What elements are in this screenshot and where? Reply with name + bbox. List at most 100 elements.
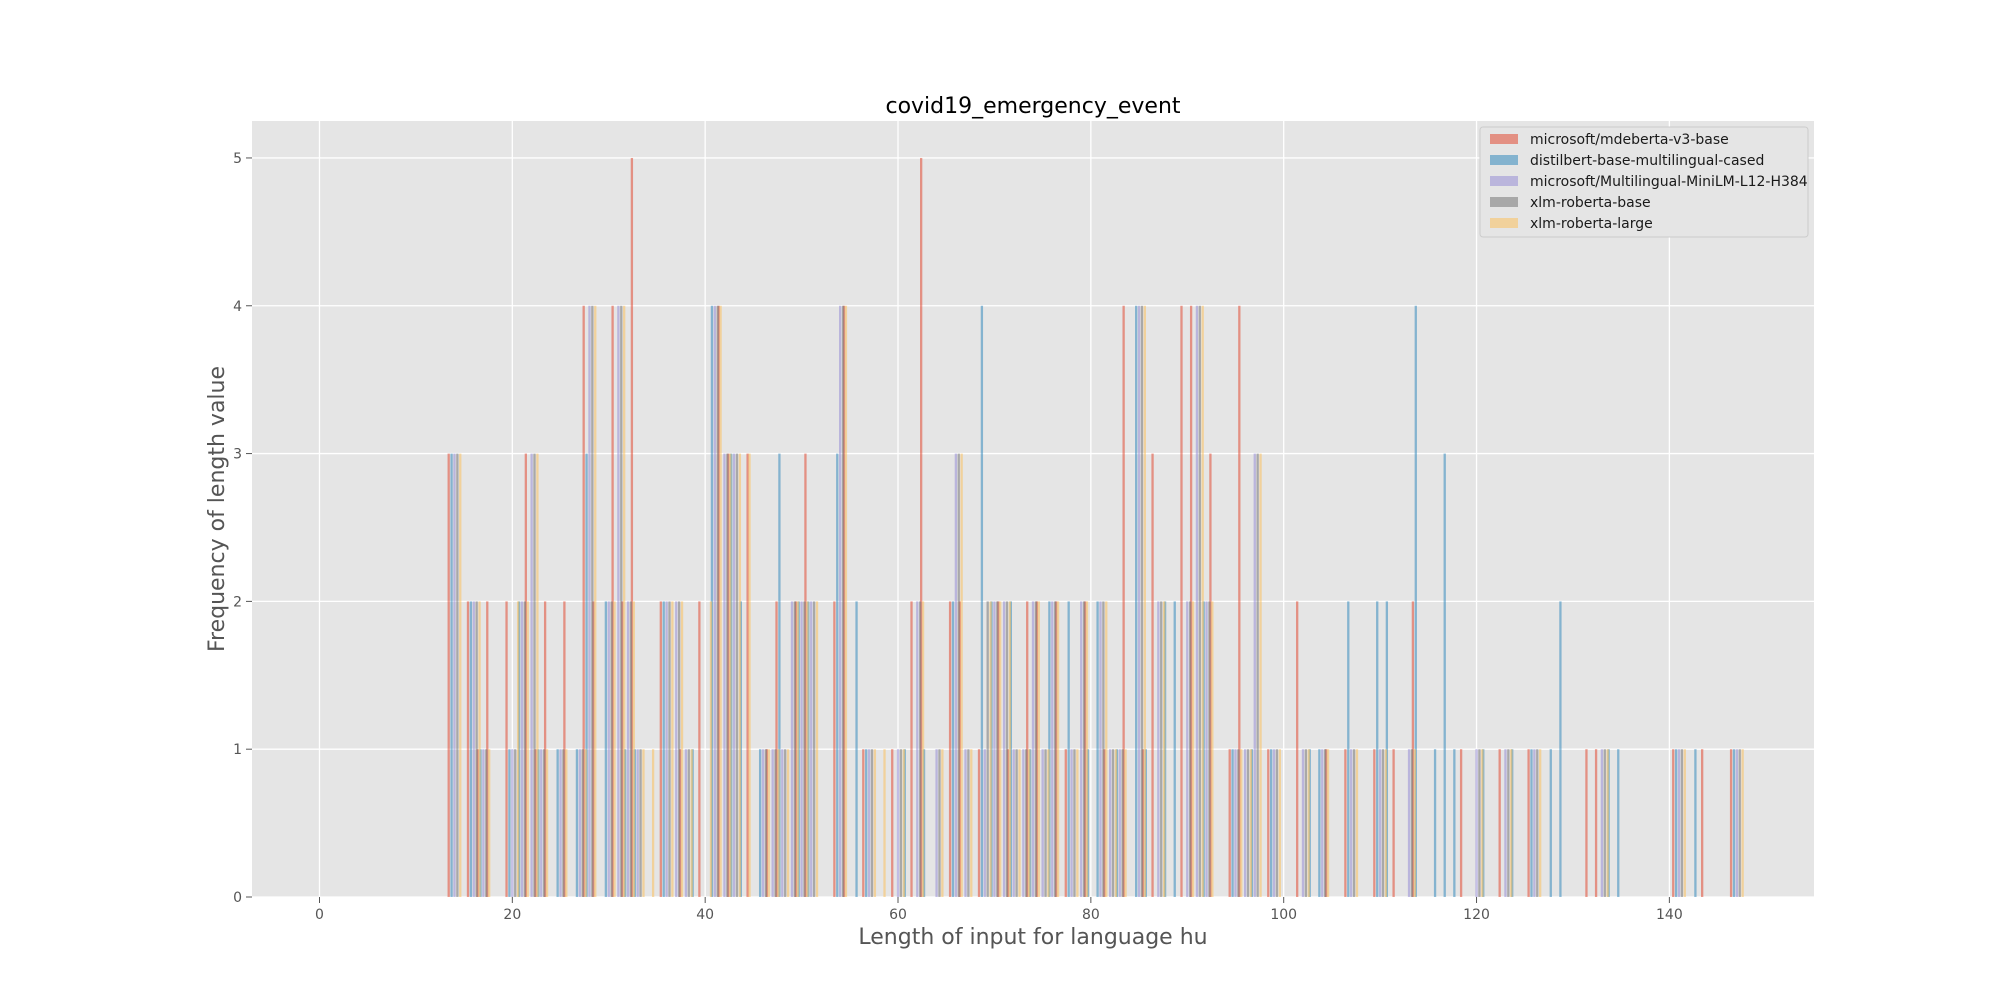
bar (1111, 749, 1115, 897)
bar (642, 749, 645, 897)
bar (1378, 749, 1382, 897)
bar (1278, 749, 1281, 897)
bar (1392, 749, 1395, 897)
bar (713, 305, 716, 897)
bar (1410, 749, 1414, 897)
bar (1606, 749, 1609, 897)
bar (620, 305, 623, 897)
bar (1414, 305, 1417, 897)
bar (729, 453, 732, 897)
bar (1350, 749, 1353, 897)
bar (1005, 601, 1009, 897)
bar (1533, 749, 1536, 897)
bar (916, 601, 919, 897)
x-axis-label: Length of input for language hu (858, 925, 1207, 950)
bar (582, 305, 585, 897)
bar (514, 749, 517, 897)
legend-label: xlm-roberta-base (1530, 195, 1651, 211)
y-tick-label: 2 (233, 594, 242, 610)
bar (935, 749, 938, 897)
bar (459, 453, 462, 897)
bar (1162, 601, 1166, 897)
bar (511, 749, 514, 897)
bar (1073, 749, 1076, 897)
bar (677, 601, 681, 897)
bar (1231, 749, 1234, 897)
x-tick-label: 40 (696, 907, 714, 923)
bar (896, 749, 900, 897)
bar (447, 453, 450, 897)
bar (1536, 749, 1539, 897)
bar (954, 453, 958, 897)
bar (485, 749, 488, 897)
y-tick-label: 5 (233, 151, 242, 167)
bar (839, 305, 842, 897)
bar (986, 601, 989, 897)
bar (466, 601, 470, 897)
bar (778, 453, 781, 897)
bar (545, 749, 549, 897)
chart-title: covid19_emergency_event (885, 94, 1180, 119)
bar (716, 305, 719, 897)
bar (1186, 601, 1189, 897)
bar (542, 749, 546, 897)
bar (575, 749, 579, 897)
bar (1677, 749, 1681, 897)
bar (472, 601, 475, 897)
bar (1160, 601, 1163, 897)
legend-label: distilbert-base-multilingual-cased (1530, 153, 1764, 169)
bar (594, 305, 597, 897)
bar (910, 601, 913, 897)
bar (1015, 749, 1018, 897)
bar (964, 749, 967, 897)
bar (1022, 749, 1025, 897)
bar (812, 601, 816, 897)
legend-swatch (1490, 134, 1518, 144)
bar (629, 601, 633, 897)
legend-frame (1479, 126, 1809, 238)
bar (1243, 749, 1247, 897)
bar (530, 453, 533, 897)
bar (632, 601, 635, 897)
bar (1672, 749, 1675, 897)
bar (1234, 749, 1237, 897)
bar (767, 749, 770, 897)
bar (469, 601, 473, 897)
bar (651, 749, 655, 897)
bar (951, 601, 955, 897)
bar (1047, 749, 1050, 897)
bar (1267, 749, 1270, 897)
bar (758, 749, 762, 897)
bar (675, 601, 678, 897)
bar (1237, 749, 1240, 897)
bar (1173, 601, 1176, 897)
legend-swatch (1490, 176, 1518, 186)
bar (873, 749, 877, 897)
y-tick-label: 0 (233, 890, 242, 906)
bar (1124, 749, 1127, 897)
bar (1034, 601, 1038, 897)
bar (698, 601, 701, 897)
x-tick-label: 20 (503, 907, 521, 923)
bar (746, 453, 749, 897)
bar (665, 601, 668, 897)
bar (520, 601, 524, 897)
bar (1031, 601, 1035, 897)
bar (800, 601, 803, 897)
bar (450, 453, 453, 897)
bar (1240, 749, 1243, 897)
bar (980, 305, 984, 897)
bar (803, 601, 806, 897)
y-axis-label: Frequency of length value (205, 366, 230, 652)
bar (1347, 601, 1350, 897)
bar (671, 601, 674, 897)
bar (719, 305, 722, 897)
bar (475, 601, 478, 897)
x-tick-label: 120 (1463, 907, 1490, 923)
bar (1122, 305, 1125, 897)
bar (607, 601, 610, 897)
bar (957, 453, 960, 897)
y-tick-label: 4 (233, 299, 242, 315)
bar (844, 305, 848, 897)
